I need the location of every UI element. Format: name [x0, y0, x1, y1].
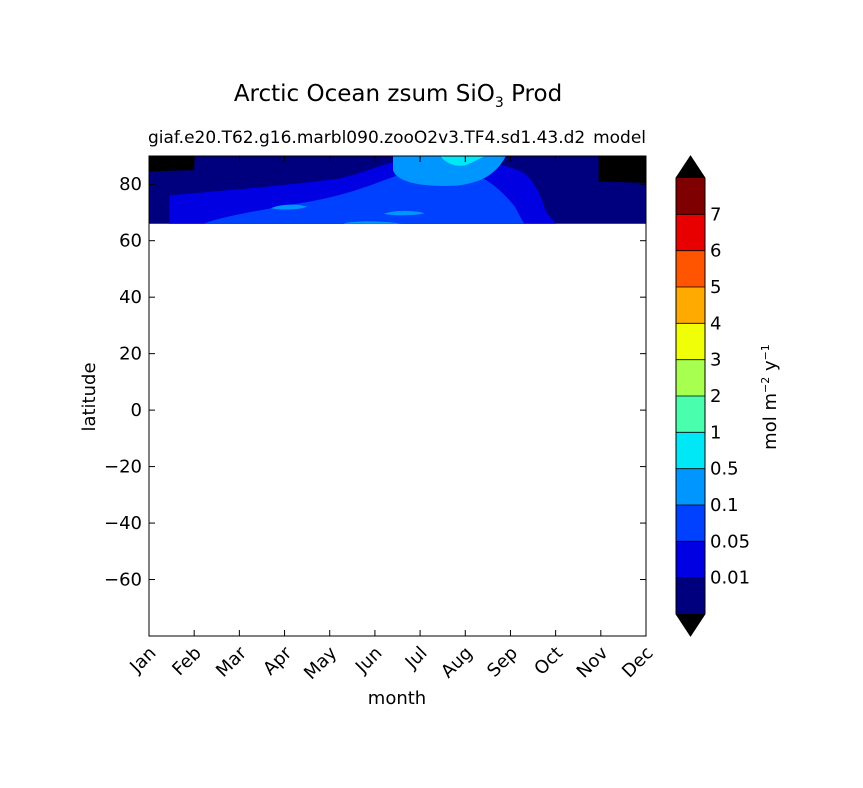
contour-region-4	[343, 221, 402, 224]
contour-region-5	[383, 210, 425, 216]
y-axis-label: latitude	[79, 362, 100, 431]
contour-region-3	[271, 204, 308, 210]
x-tick-label: Jan	[125, 643, 160, 678]
y-tick-label: 60	[119, 231, 142, 252]
chart-subtitle-right: model	[593, 128, 646, 148]
plot-frame	[148, 155, 647, 637]
y-tick-label: −60	[104, 570, 142, 591]
colorbar-label: mol m−2 y−1	[759, 344, 781, 450]
colorbar-segment	[676, 396, 705, 433]
colorbar-tick-label: 1	[710, 422, 721, 443]
colorbar-tick-label: 7	[710, 204, 721, 225]
x-tick-label: Sep	[483, 643, 522, 682]
colorbar-tick-label: 0.1	[710, 495, 739, 516]
colorbar-segment	[676, 178, 705, 215]
contour-region-6	[440, 156, 486, 166]
x-tick-label: Nov	[573, 642, 613, 682]
x-tick-label: May	[300, 642, 341, 683]
x-tick-label: Mar	[212, 642, 251, 681]
chart-title: Arctic Ocean zsum SiO3 Prod	[234, 81, 562, 111]
x-tick-label: Aug	[437, 643, 477, 683]
x-tick-label: Jun	[351, 643, 386, 678]
colorbar-under-arrow	[676, 614, 705, 636]
colorbar-segment	[676, 468, 705, 505]
y-tick-label: 80	[119, 174, 142, 195]
x-tick-label: Jul	[401, 643, 432, 674]
colorbar-tick-label: 4	[710, 313, 721, 334]
y-tick-label: −40	[104, 513, 142, 534]
plot-area	[149, 156, 646, 636]
colorbar-over-arrow	[676, 156, 705, 178]
x-tick-label: Feb	[168, 643, 205, 680]
x-axis-label: month	[368, 688, 426, 709]
contour-region-2	[393, 156, 506, 186]
y-tick-label: 20	[119, 344, 142, 365]
colorbar-segment	[676, 250, 705, 287]
colorbar-segment	[676, 505, 705, 542]
contour-region-8	[598, 156, 646, 183]
colorbar-segment	[676, 577, 705, 614]
contour-region-7	[149, 156, 195, 172]
y-tick-label: −20	[104, 457, 142, 478]
colorbar: 0.01 0.05 0.1 0.5 1 2 3 4 5 6 7	[675, 155, 750, 637]
colorbar-segment	[676, 541, 705, 578]
contour-field	[149, 156, 646, 224]
colorbar-segment	[676, 323, 705, 360]
x-tick-label: Oct	[530, 643, 567, 680]
colorbar-segment	[676, 432, 705, 469]
colorbar-tick-label: 6	[710, 241, 721, 262]
chart-subtitle-left: giaf.e20.T62.g16.marbl090.zooO2v3.TF4.sd…	[148, 128, 585, 148]
colorbar-segment	[676, 287, 705, 324]
colorbar-outline	[675, 155, 706, 637]
colorbar-tick-label: 2	[710, 386, 721, 407]
colorbar-tick-label: 0.05	[710, 531, 750, 552]
y-axis: 80 60 40 20 0 −20 −40 −60	[104, 174, 646, 591]
colorbar-tick-label: 0.01	[710, 568, 750, 589]
colorbar-segment	[676, 359, 705, 396]
colorbar-tick-label: 5	[710, 277, 721, 298]
y-tick-label: 40	[119, 287, 142, 308]
colorbar-tick-label: 0.5	[710, 459, 739, 480]
colorbar-segment	[676, 214, 705, 251]
x-tick-label: Dec	[618, 643, 657, 682]
y-tick-label: 0	[131, 400, 142, 421]
colorbar-tick-label: 3	[710, 350, 721, 371]
x-tick-label: Apr	[259, 642, 296, 679]
